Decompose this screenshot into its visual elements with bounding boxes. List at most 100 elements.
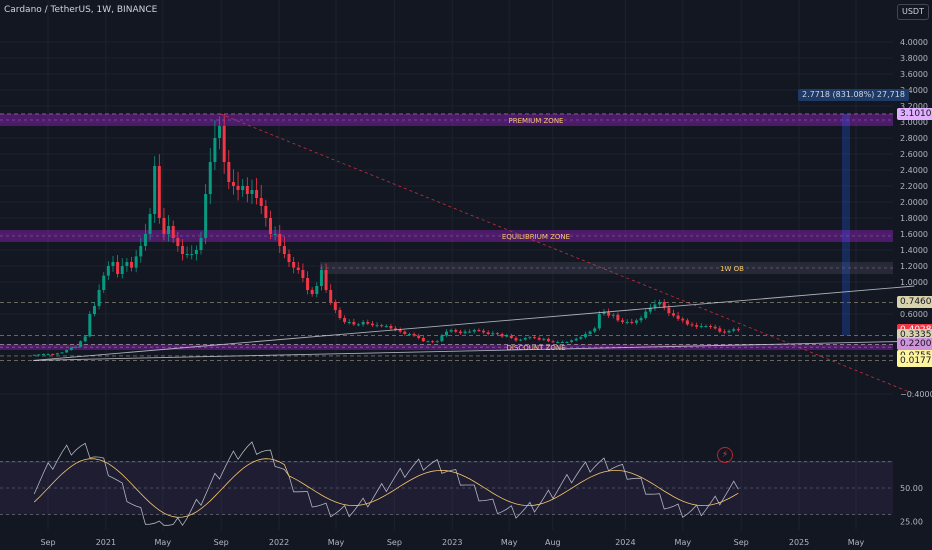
candles	[32, 114, 740, 356]
price-tick-12: 1.6000	[900, 230, 928, 239]
candle-body-49	[259, 198, 263, 206]
candle-body-150	[727, 330, 731, 333]
candle-body-65	[333, 302, 337, 310]
candle-body-136	[662, 302, 666, 308]
currency-button[interactable]: USDT	[897, 4, 929, 20]
candle-body-39	[213, 138, 217, 162]
candle-body-67	[343, 318, 347, 322]
candle-body-116	[570, 340, 574, 342]
candle-body-19	[120, 266, 124, 274]
candle-body-81	[407, 334, 411, 335]
candle-body-108	[533, 337, 537, 339]
candle-body-20	[125, 262, 129, 266]
time-axis[interactable]: Sep 2021 May Sep 2022 May Sep 2023 May Aug 2024 May…	[40, 538, 864, 547]
candle-body-11	[83, 336, 87, 342]
time-label-8: May	[501, 538, 518, 547]
candle-body-70	[356, 324, 360, 326]
candle-body-99	[491, 333, 495, 335]
candle-body-151	[732, 329, 736, 331]
zone-label-0: PREMIUM ZONE	[509, 117, 564, 125]
time-label-3: Sep	[214, 538, 229, 547]
candle-body-68	[347, 322, 351, 323]
candle-body-121	[593, 328, 597, 332]
time-label-1: 2021	[96, 538, 116, 547]
candle-body-101	[500, 334, 504, 337]
candle-body-115	[565, 342, 569, 343]
time-label-10: 2024	[615, 538, 635, 547]
candle-body-78	[394, 328, 398, 330]
candle-body-105	[519, 339, 523, 341]
candle-body-148	[718, 328, 722, 332]
candle-body-83	[417, 335, 421, 338]
zone-label-1: EQUILIBRIUM ZONE	[502, 233, 570, 241]
price-tick-3: 3.4000	[900, 86, 928, 95]
price-label-4: 0.3335	[897, 329, 932, 342]
candle-body-88	[440, 335, 444, 342]
candle-body-127	[621, 320, 625, 322]
candle-body-134	[653, 304, 657, 308]
candle-body-147	[713, 326, 717, 329]
price-label-1: 0.7460	[897, 296, 932, 309]
candle-body-60	[310, 290, 314, 294]
candle-body-66	[338, 310, 342, 318]
lightning-alert-icon[interactable]: ⚡	[717, 447, 733, 463]
candle-body-85	[426, 341, 430, 343]
time-label-0: Sep	[40, 538, 55, 547]
price-label-5: 0.2200	[897, 338, 932, 351]
candle-body-58	[301, 270, 305, 278]
candle-body-73	[370, 323, 374, 326]
candle-body-104	[514, 338, 518, 341]
candle-body-139	[676, 315, 680, 319]
candle-body-120	[588, 331, 592, 334]
candle-body-64	[329, 290, 333, 302]
candle-body-79	[398, 330, 402, 332]
time-label-5: May	[328, 538, 345, 547]
candle-body-61	[315, 286, 319, 294]
price-label-0: 3.1010	[897, 107, 932, 120]
horizontal-levels	[0, 113, 893, 361]
candle-body-100	[495, 333, 499, 335]
candle-body-36	[199, 238, 203, 250]
candle-body-43	[231, 182, 235, 186]
candle-body-135	[658, 302, 662, 305]
candle-body-63	[324, 270, 328, 290]
candle-body-62	[319, 270, 323, 286]
candle-body-25	[148, 214, 152, 234]
zone-label-2: 1W OB	[720, 265, 744, 273]
candle-body-102	[505, 335, 509, 337]
candle-body-95	[472, 330, 476, 332]
candle-body-31	[176, 238, 180, 246]
candle-body-146	[709, 326, 713, 327]
candle-body-59	[306, 278, 310, 290]
candle-body-87	[435, 341, 439, 343]
candle-body-118	[579, 337, 583, 339]
candle-body-21	[130, 262, 134, 268]
candle-body-110	[542, 338, 546, 340]
candle-body-48	[255, 190, 259, 198]
time-label-13: 2025	[789, 538, 809, 547]
measure-bar	[842, 113, 850, 336]
price-tick-0: 4.0000	[900, 38, 928, 47]
candle-body-103	[509, 335, 513, 338]
price-tick-14: 1.2000	[900, 262, 928, 271]
candle-body-129	[630, 322, 634, 323]
candle-body-128	[625, 322, 629, 323]
candle-body-27	[157, 166, 161, 218]
candle-body-4	[51, 354, 55, 355]
candle-body-125	[611, 314, 615, 316]
candle-body-12	[88, 314, 92, 337]
candle-body-106	[523, 338, 527, 340]
candle-body-109	[537, 338, 541, 340]
rsi-pane: 50.00 25.00	[0, 441, 923, 526]
candle-body-23	[139, 246, 143, 257]
candle-body-97	[482, 330, 486, 333]
price-axis[interactable]: 4.0000 3.8000 3.6000 3.4000 3.2000 3.0000 2.80…	[900, 38, 932, 399]
candle-body-9	[74, 346, 78, 348]
candle-body-38	[208, 162, 212, 194]
candle-body-56	[292, 262, 296, 268]
candle-body-2	[42, 354, 46, 355]
candle-body-47	[250, 190, 254, 194]
candle-body-123	[602, 312, 606, 314]
candle-body-143	[695, 325, 699, 327]
